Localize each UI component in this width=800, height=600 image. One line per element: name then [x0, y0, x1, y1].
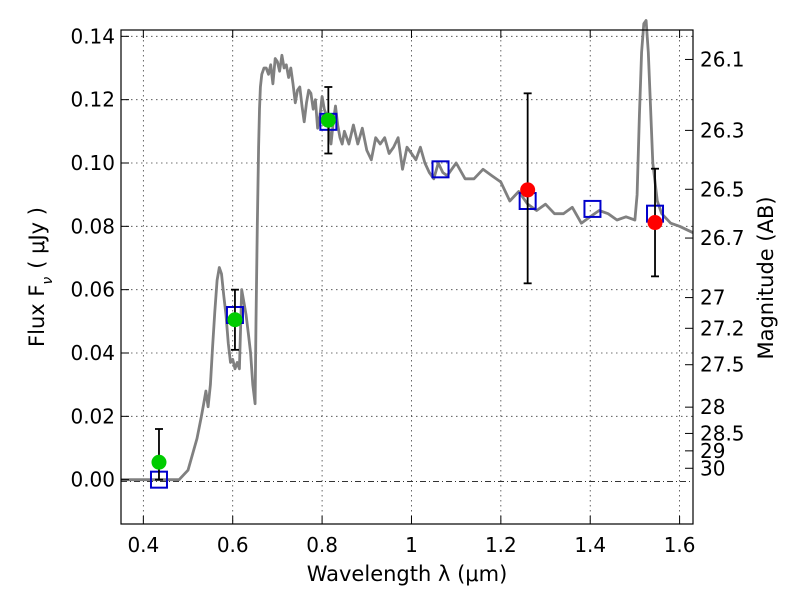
y-axis-label-unit: ( μJy ) [25, 207, 49, 269]
magnitude-tick-label: 26.5 [700, 177, 745, 201]
observed-point [320, 112, 336, 128]
grid [121, 30, 693, 524]
model-band-square [583, 199, 602, 218]
y-tick-label: 0.02 [70, 404, 115, 428]
magnitude-tick-label: 27.5 [700, 353, 745, 377]
y-tick-label: 0.06 [70, 278, 115, 302]
y-axis-label: Flux Fν ( μJy ) [25, 207, 56, 347]
observed-point [647, 215, 663, 231]
magnitude-tick-label: 28.5 [700, 421, 745, 445]
model-sed-line [121, 19, 694, 482]
magnitude-tick-label: 28 [700, 395, 725, 419]
observed-point [151, 454, 167, 470]
right-axis-label: Magnitude (AB) [754, 196, 778, 359]
plot-frame [120, 29, 694, 525]
magnitude-tick-label: 26.3 [700, 118, 745, 142]
magnitude-tick-label: 26.7 [700, 226, 745, 250]
magnitude-tick-label: 27 [700, 286, 725, 310]
svg-text:Flux Fν( μJy ): Flux Fν ( μJy ) [25, 207, 56, 347]
x-tick-label: 0.4 [127, 533, 159, 557]
x-axis-ticks: 0.4 0.6 0.8 1 1.2 1.4 1.6 [127, 30, 696, 557]
y-tick-label: 0.14 [70, 24, 115, 48]
y-axis-label-subscript: ν [40, 277, 56, 285]
x-tick-label: 1.6 [664, 533, 696, 557]
x-tick-label: 1 [405, 533, 418, 557]
model-band-square [431, 160, 450, 179]
model-band-squares [149, 112, 665, 489]
x-axis-label: Wavelength λ (μm) [307, 562, 508, 586]
observed-point [227, 312, 243, 328]
magnitude-tick-label: 26.1 [700, 47, 745, 71]
magnitude-tick-label: 27.2 [700, 316, 745, 340]
x-tick-label: 1.4 [574, 533, 606, 557]
y-tick-label: 0.04 [70, 341, 115, 365]
y-tick-label: 0.12 [70, 88, 115, 112]
magnitude-tick-label: 29 [700, 439, 725, 463]
magnitude-tick-label: 30 [700, 456, 725, 480]
y-axis-ticks: 0.00 0.02 0.04 0.06 0.08 0.10 0.12 0.14 [70, 24, 129, 492]
observed-points [151, 112, 663, 470]
svg-text:Magnitude (AB): Magnitude (AB) [754, 196, 778, 359]
x-tick-label: 0.8 [306, 533, 338, 557]
y-tick-label: 0.08 [70, 214, 115, 238]
y-tick-label: 0.10 [70, 151, 115, 175]
x-tick-label: 0.6 [217, 533, 249, 557]
y-axis-label-main: Flux F [25, 285, 49, 347]
y-tick-label: 0.00 [70, 468, 115, 492]
x-tick-label: 1.2 [485, 533, 517, 557]
observed-point [520, 182, 536, 198]
